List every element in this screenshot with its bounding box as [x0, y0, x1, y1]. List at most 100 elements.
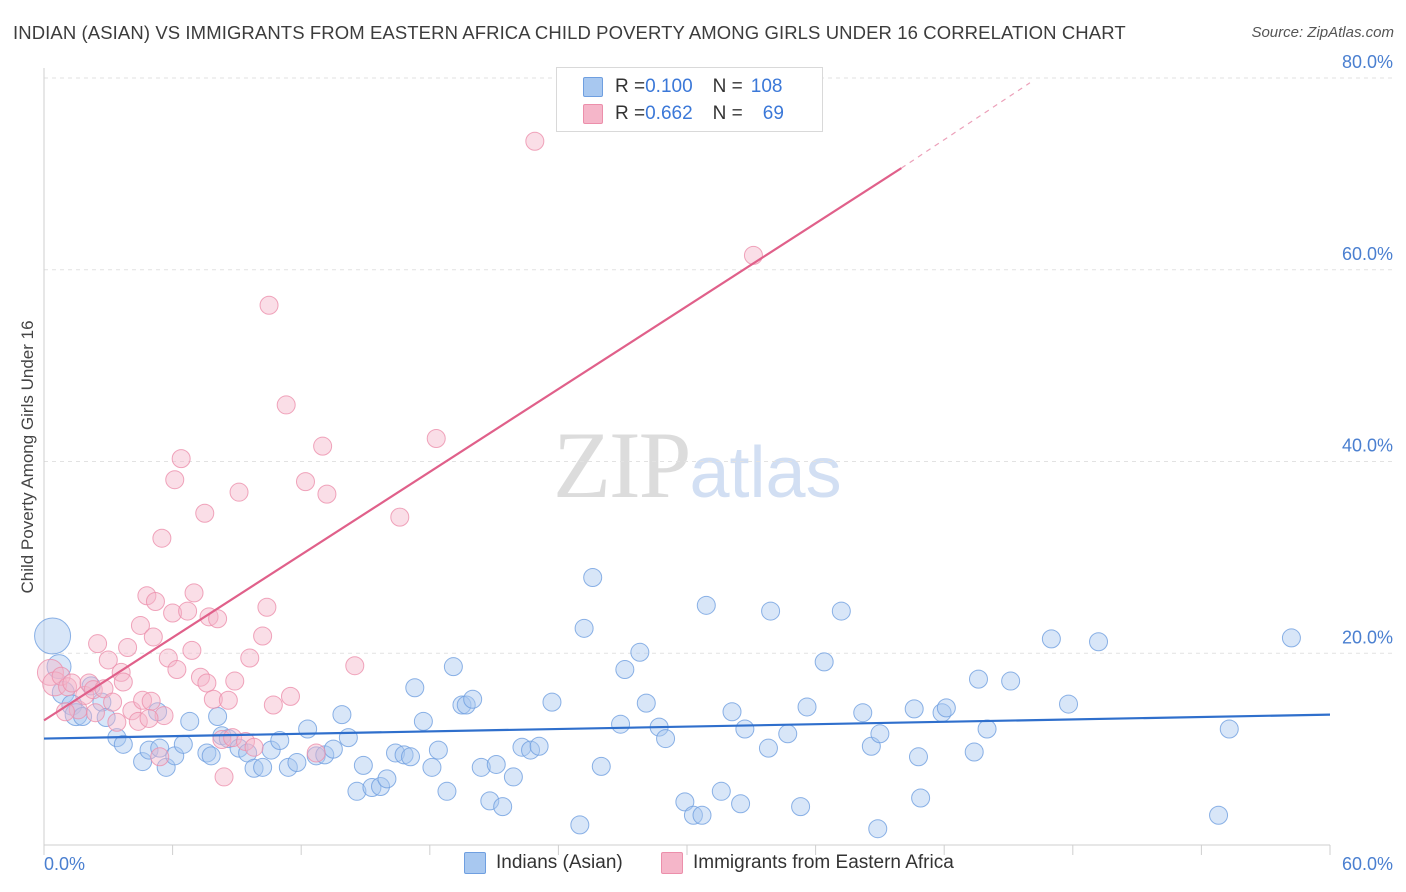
pink-point [257, 597, 277, 617]
legend-swatch-blue [583, 77, 603, 97]
blue-point [1089, 632, 1109, 652]
blue-point [797, 697, 817, 717]
pink-point [280, 686, 300, 706]
blue-point [503, 767, 523, 787]
pink-point [62, 673, 82, 693]
pink-point [240, 648, 260, 668]
x-tick-label: 0.0% [44, 854, 85, 874]
series-legend: Indians (Asian) Immigrants from Eastern … [0, 852, 1406, 878]
watermark-zip: ZIP [553, 412, 691, 518]
blue-point [692, 805, 712, 825]
blue-point [208, 707, 228, 727]
blue-point [831, 601, 851, 621]
blue-point [761, 601, 781, 621]
pink-point [154, 706, 174, 726]
series-swatch-blue [464, 852, 486, 874]
pink-point [51, 666, 71, 686]
blue-point [443, 657, 463, 677]
blue-point [964, 742, 984, 762]
blue-point [452, 695, 472, 715]
legend-r-label: R = [615, 76, 646, 97]
pink-point [214, 767, 234, 787]
pink-point [276, 395, 296, 415]
pink-point [218, 690, 238, 710]
blue-point [853, 703, 873, 723]
pink-point [139, 708, 159, 728]
series-swatch-pink [661, 852, 683, 874]
legend-row-eastern-africa: R = 0.662 N = 69 [583, 102, 784, 126]
pink-point [313, 436, 333, 456]
pink-point [143, 627, 163, 647]
blue-point [173, 734, 193, 754]
blue-point [1281, 628, 1301, 648]
blue-point [486, 754, 506, 774]
blue-point [758, 738, 778, 758]
pink-point [345, 656, 365, 676]
blue-point [1001, 671, 1021, 691]
blue-point [1059, 694, 1079, 714]
pink-point [107, 712, 127, 732]
pink-point [426, 428, 446, 448]
blue-point [201, 746, 221, 766]
blue-point [870, 724, 890, 744]
blue-point [413, 711, 433, 731]
blue-point [34, 617, 72, 655]
source-credit: Source: ZipAtlas.com [1251, 24, 1394, 41]
series-legend-label: Immigrants from Eastern Africa [693, 852, 954, 873]
pink-point [244, 737, 264, 757]
pink-point [178, 601, 198, 621]
blue-point [583, 568, 603, 588]
pink-point [165, 470, 185, 490]
legend-r-value: 0.662 [645, 103, 693, 124]
watermark: ZIPatlas [553, 410, 842, 520]
pink-point [743, 245, 763, 265]
blue-point [791, 797, 811, 817]
blue-point [422, 757, 442, 777]
blue-point [353, 755, 373, 775]
y-tick-label: 40.0% [1342, 436, 1393, 456]
blue-point [731, 794, 751, 814]
pink-point [118, 637, 138, 657]
series-legend-label: Indians (Asian) [496, 852, 623, 873]
blue-point [377, 769, 397, 789]
blue-point [814, 652, 834, 672]
blue-point [675, 792, 695, 812]
blue-point [347, 781, 367, 801]
blue-point [278, 757, 298, 777]
pink-point [197, 673, 217, 693]
blue-point [904, 699, 924, 719]
blue-point [493, 797, 513, 817]
blue-point [1219, 719, 1239, 739]
blue-point [405, 678, 425, 698]
blue-point [735, 719, 755, 739]
legend-n-label: N = [712, 103, 743, 124]
blue-point [1041, 629, 1061, 649]
blue-point [463, 689, 483, 709]
series-legend-eastern-africa[interactable]: Immigrants from Eastern Africa [661, 852, 954, 874]
blue-point [574, 618, 594, 638]
blue-point [611, 714, 631, 734]
x-tick-label: 60.0% [1342, 854, 1393, 874]
blue-point [394, 745, 414, 765]
blue-point [338, 728, 358, 748]
pink-point [525, 131, 545, 151]
blue-point [332, 705, 352, 725]
blue-point [401, 747, 421, 767]
pink-point [317, 484, 337, 504]
blue-point [371, 777, 391, 797]
blue-point [591, 756, 611, 776]
pink-point [171, 449, 191, 469]
blue-point [711, 781, 731, 801]
pink-point [223, 728, 243, 748]
blue-point [542, 692, 562, 712]
y-tick-label: 80.0% [1342, 52, 1393, 72]
blue-point [630, 642, 650, 662]
blue-point [908, 747, 928, 767]
legend-r-value: 0.100 [645, 76, 693, 97]
pink-point [259, 295, 279, 315]
blue-point [778, 724, 798, 744]
pink-point [167, 660, 187, 680]
series-legend-indians[interactable]: Indians (Asian) [464, 852, 623, 874]
blue-point [323, 739, 343, 759]
pink-trend-extension [901, 82, 1031, 169]
